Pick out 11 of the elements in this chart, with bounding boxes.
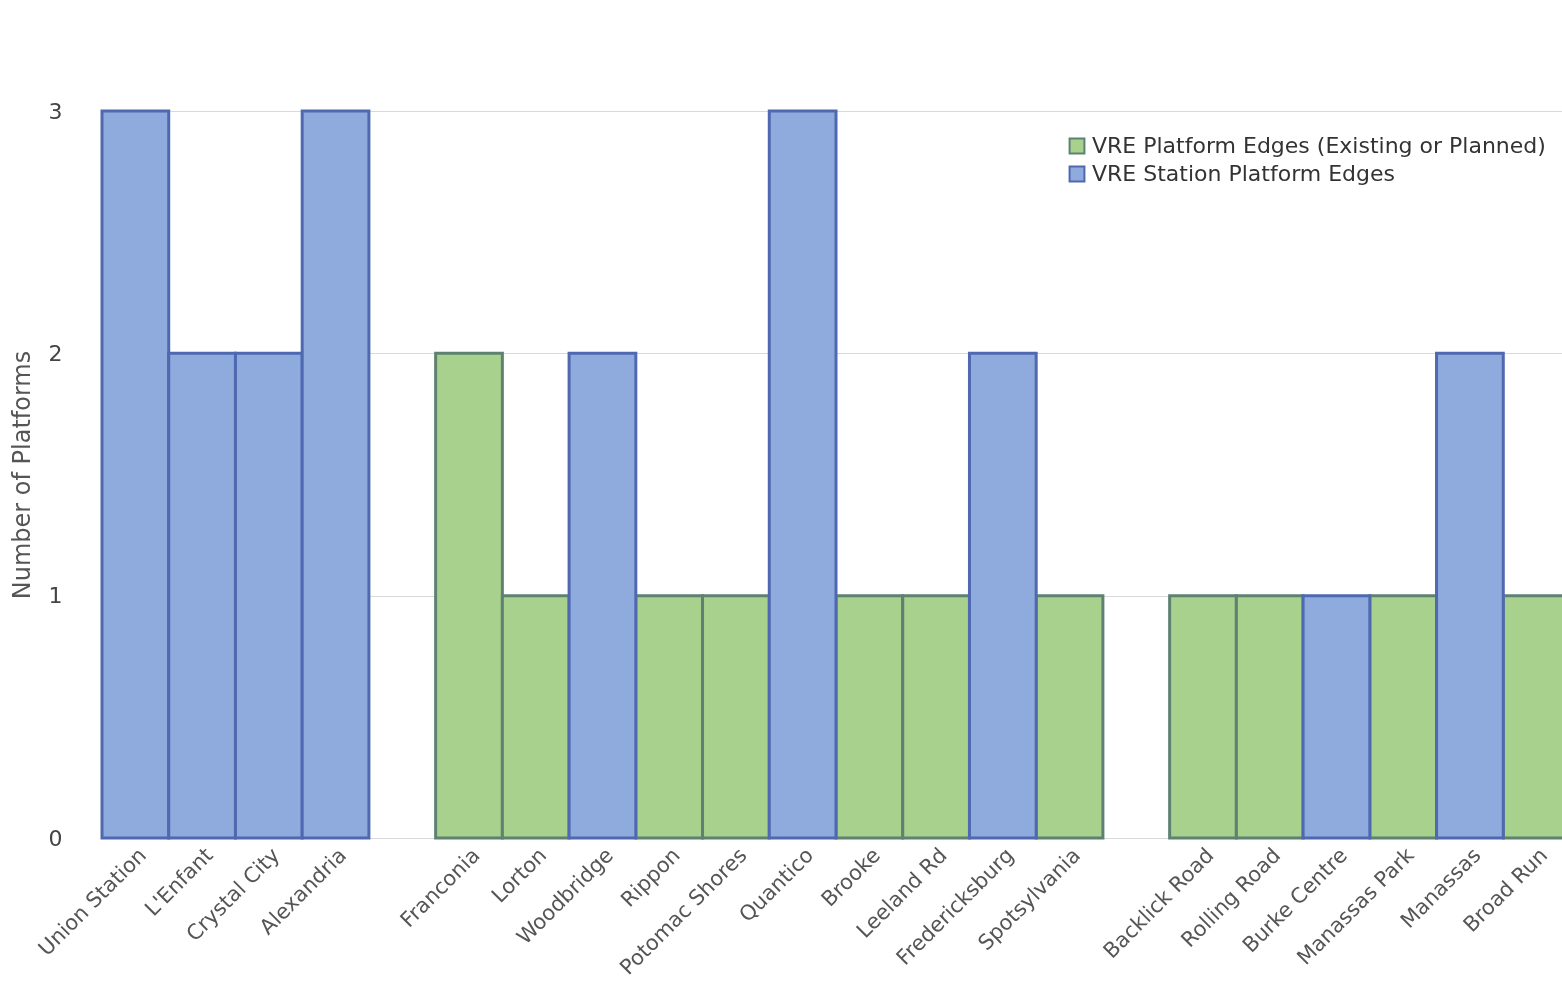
bar: [1301, 594, 1372, 840]
y-tick-label: 0: [48, 825, 63, 851]
legend-label: VRE Station Platform Edges: [1092, 161, 1396, 186]
y-tick-label: 2: [48, 340, 63, 366]
legend-label: VRE Platform Edges (Existing or Planned): [1092, 133, 1546, 158]
bar: [967, 351, 1038, 840]
y-axis-title: Number of Platforms: [7, 350, 36, 600]
y-tick-label: 1: [48, 583, 63, 609]
bar: [767, 109, 838, 840]
y-tick-label: 3: [48, 98, 63, 124]
bar: [567, 351, 638, 840]
